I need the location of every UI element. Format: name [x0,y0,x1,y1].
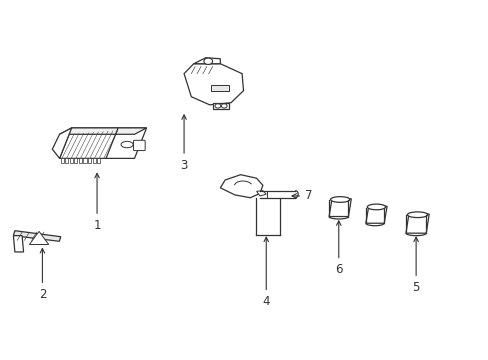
Circle shape [215,104,221,108]
Bar [74,158,77,163]
Polygon shape [365,206,386,223]
Text: 4: 4 [262,237,269,308]
Polygon shape [220,175,263,198]
Polygon shape [60,128,146,134]
Text: 6: 6 [334,221,342,276]
Polygon shape [405,214,428,233]
Polygon shape [328,199,350,216]
Text: 7: 7 [291,189,312,202]
Text: 1: 1 [93,174,101,232]
Polygon shape [52,128,72,158]
Text: 5: 5 [411,237,419,294]
Bar [97,158,100,163]
Polygon shape [193,58,220,64]
Polygon shape [183,64,243,105]
Polygon shape [213,103,228,109]
Polygon shape [29,231,49,244]
Bar [79,158,82,163]
Polygon shape [210,85,228,91]
Polygon shape [13,236,23,252]
Ellipse shape [121,141,133,148]
Polygon shape [60,128,146,158]
Circle shape [221,104,226,108]
Ellipse shape [330,197,349,202]
Polygon shape [13,231,61,241]
Bar [70,158,73,163]
Bar [92,158,96,163]
Bar [88,158,91,163]
Circle shape [203,58,212,64]
Text: 2: 2 [39,248,46,301]
Polygon shape [256,191,265,196]
Bar [65,158,68,163]
Text: 3: 3 [180,115,187,172]
FancyBboxPatch shape [133,140,145,150]
Bar [61,158,63,163]
Ellipse shape [407,212,427,217]
Ellipse shape [366,204,385,210]
Bar [83,158,86,163]
